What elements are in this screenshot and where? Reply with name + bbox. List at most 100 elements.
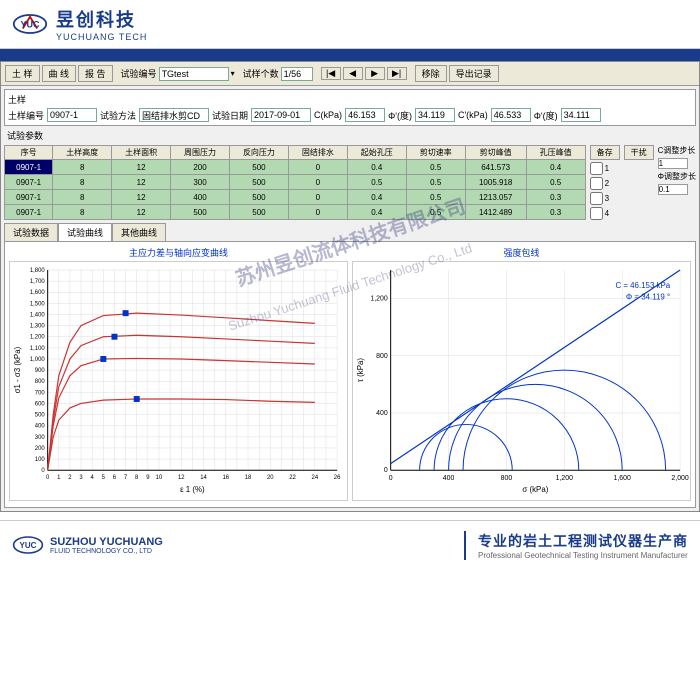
col-header: 孔压峰值	[526, 146, 585, 160]
phistep-input[interactable]	[658, 184, 688, 195]
sample-panel: 土样 土样编号 试验方法 试验日期 C(kPa) Φ'(度) C'(kPa) Φ…	[4, 89, 696, 126]
cb-4[interactable]	[590, 207, 603, 220]
svg-text:26: 26	[334, 475, 341, 481]
last-button[interactable]: ▶|	[387, 67, 407, 80]
svg-text:16: 16	[222, 475, 229, 481]
step-controls: C调整步长 Φ调整步长	[658, 145, 696, 220]
chart2-title: 强度包线	[352, 246, 691, 259]
col-header: 土样面积	[112, 146, 171, 160]
cb-3[interactable]	[590, 192, 603, 205]
svg-text:800: 800	[35, 379, 46, 385]
svg-text:12: 12	[178, 475, 185, 481]
col-header: 起始孔压	[347, 146, 406, 160]
dropdown-icon[interactable]: ▾	[231, 69, 235, 78]
sample-button[interactable]: 土 样	[5, 65, 40, 82]
cb-2[interactable]	[590, 177, 603, 190]
date-input[interactable]	[251, 108, 311, 122]
svg-text:400: 400	[443, 475, 455, 482]
svg-text:500: 500	[35, 413, 46, 419]
count-input[interactable]	[281, 67, 313, 81]
col-header: 反向压力	[229, 146, 288, 160]
phistep-label: Φ调整步长	[658, 171, 696, 182]
table-row[interactable]: 0907-181230050000.50.51005.9180.5	[5, 175, 586, 190]
table-row[interactable]: 0907-181250050000.40.51412.4890.3	[5, 205, 586, 220]
svg-text:6: 6	[113, 475, 117, 481]
app-window: 土 样 曲 线 报 告 试验编号 ▾ 试样个数 |◀ ◀ ▶ ▶| 移除 导出记…	[0, 61, 700, 512]
brand-logo-icon: YUC	[12, 6, 48, 42]
svg-text:400: 400	[376, 410, 388, 417]
svg-text:400: 400	[35, 424, 46, 430]
svg-text:1,600: 1,600	[614, 475, 631, 482]
tab-data[interactable]: 试验数据	[4, 223, 58, 241]
chart1-title: 主应力差与轴向应变曲线	[9, 246, 348, 259]
svg-text:2,000: 2,000	[671, 475, 688, 482]
dry-button[interactable]: 干扰	[624, 145, 654, 160]
brand-name-en: YUCHUANG TECH	[56, 32, 147, 42]
prev-button[interactable]: ◀	[343, 67, 363, 80]
svg-text:τ (kPa): τ (kPa)	[356, 358, 365, 383]
date-label: 试验日期	[212, 109, 248, 122]
sampleno-input[interactable]	[47, 108, 97, 122]
params-table: 序号土样高度土样面积周围压力反向压力固结排水起始孔压剪切速率剪切峰值孔压峰值 0…	[4, 145, 586, 220]
svg-text:0: 0	[46, 475, 50, 481]
page-footer: YUC SUZHOU YUCHUANG FLUID TECHNOLOGY CO.…	[0, 520, 700, 569]
svg-text:YUC: YUC	[20, 541, 37, 550]
svg-text:1,200: 1,200	[370, 296, 387, 303]
c2-input[interactable]	[491, 108, 531, 122]
sample-panel-title: 土样	[8, 93, 692, 106]
c-input[interactable]	[345, 108, 385, 122]
col-header: 固结排水	[288, 146, 347, 160]
svg-text:1,000: 1,000	[30, 357, 46, 363]
curve-button[interactable]: 曲 线	[42, 65, 77, 82]
svg-text:σ1 - σ3 (kPa): σ1 - σ3 (kPa)	[13, 346, 22, 393]
first-button[interactable]: |◀	[321, 67, 341, 80]
save-button[interactable]: 备存	[590, 145, 620, 160]
c-label: C(kPa)	[314, 110, 342, 120]
svg-text:7: 7	[124, 475, 127, 481]
svg-text:1,500: 1,500	[30, 301, 46, 307]
method-input[interactable]	[139, 108, 209, 122]
brand-header: YUC 昱创科技 YUCHUANG TECH	[0, 0, 700, 49]
footer-slogan-en: Professional Geotechnical Testing Instru…	[478, 551, 688, 560]
table-row[interactable]: 0907-181220050000.40.5641.5730.4	[5, 160, 586, 175]
svg-text:600: 600	[35, 401, 46, 407]
tab-other[interactable]: 其他曲线	[112, 223, 166, 241]
svg-text:700: 700	[35, 390, 46, 396]
cb-1[interactable]	[590, 162, 603, 175]
export-button[interactable]: 导出记录	[449, 65, 499, 82]
cstep-input[interactable]	[658, 158, 688, 169]
envelope-chart: 强度包线 04008001,2001,6002,00004008001,200C…	[352, 246, 691, 503]
svg-text:2: 2	[68, 475, 71, 481]
method-label: 试验方法	[100, 109, 136, 122]
table-row[interactable]: 0907-181240050000.40.51213.0570.3	[5, 190, 586, 205]
next-button[interactable]: ▶	[365, 67, 385, 80]
cstep-label: C调整步长	[658, 145, 696, 156]
count-label: 试样个数	[243, 67, 279, 80]
svg-text:0: 0	[389, 475, 393, 482]
sampleno-label: 土样编号	[8, 109, 44, 122]
svg-text:14: 14	[200, 475, 207, 481]
svg-text:ε 1 (%): ε 1 (%)	[180, 485, 205, 494]
svg-text:1: 1	[57, 475, 61, 481]
phi-input[interactable]	[415, 108, 455, 122]
svg-text:1,200: 1,200	[30, 335, 46, 341]
svg-text:800: 800	[501, 475, 513, 482]
stress-strain-chart: 主应力差与轴向应变曲线 0123456789101214161820222426…	[9, 246, 348, 503]
footer-company-en: FLUID TECHNOLOGY CO., LTD	[50, 548, 163, 555]
footer-logo-icon: YUC	[12, 529, 44, 561]
phi2-input[interactable]	[561, 108, 601, 122]
side-controls: 备存 干扰 1 2 3 4	[590, 145, 654, 220]
testno-input[interactable]	[159, 67, 229, 81]
svg-text:5: 5	[102, 475, 106, 481]
header-stripe	[0, 49, 700, 61]
tab-curve[interactable]: 试验曲线	[58, 223, 112, 241]
report-button[interactable]: 报 告	[78, 65, 113, 82]
testno-label: 试验编号	[121, 67, 157, 80]
svg-text:C = 46.153 kPa: C = 46.153 kPa	[615, 281, 670, 290]
svg-text:3: 3	[79, 475, 83, 481]
remove-button[interactable]: 移除	[415, 65, 447, 82]
phi2-label: Φ'(度)	[534, 109, 558, 122]
svg-text:0: 0	[41, 468, 45, 474]
svg-text:22: 22	[289, 475, 296, 481]
svg-text:1,100: 1,100	[30, 346, 46, 352]
